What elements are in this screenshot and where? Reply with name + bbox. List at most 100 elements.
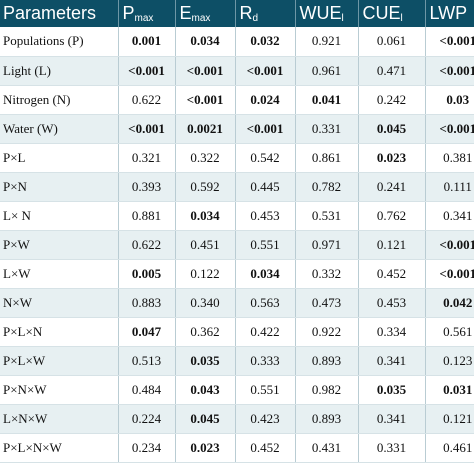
p-value-cell: 0.032 xyxy=(234,27,295,57)
p-value-cell: 0.881 xyxy=(117,201,175,231)
table-row: Nitrogen (N) 0.622 <0.001 0.024 0.041 0.242 0.… xyxy=(0,85,474,115)
column-header: Parameters xyxy=(0,0,118,27)
table-row: Light (L) <0.001 <0.001 <0.001 0.961 0.471 <0.… xyxy=(0,56,474,86)
row-label: L×W xyxy=(0,259,118,289)
p-value-cell: 0.035 xyxy=(357,375,425,405)
p-value-cell: 0.513 xyxy=(117,346,175,376)
p-value-cell: 0.341 xyxy=(424,201,474,231)
row-label: Light (L) xyxy=(0,56,118,86)
p-value-cell: 0.121 xyxy=(357,230,425,260)
p-value-cell: 0.861 xyxy=(294,143,358,173)
table-row: L×N×W 0.224 0.045 0.423 0.893 0.341 0.121 xyxy=(0,404,474,434)
p-value-cell: 0.031 xyxy=(424,375,474,405)
p-value-cell: 0.123 xyxy=(424,346,474,376)
row-label: L×N×W xyxy=(0,404,118,434)
p-value-cell: 0.001 xyxy=(117,27,175,57)
p-value-cell: 0.542 xyxy=(234,143,295,173)
p-value-cell: 0.451 xyxy=(174,230,235,260)
p-value-cell: 0.321 xyxy=(117,143,175,173)
row-label: P×L×W xyxy=(0,346,118,376)
p-value-cell: 0.341 xyxy=(357,346,425,376)
table-row: Populations (P) 0.001 0.034 0.032 0.921 0.061… xyxy=(0,27,474,57)
table-row: P×W 0.622 0.451 0.551 0.971 0.121 <0.001 xyxy=(0,230,474,260)
p-value-cell: 0.322 xyxy=(174,143,235,173)
p-value-cell: 0.893 xyxy=(294,404,358,434)
p-value-cell: 0.333 xyxy=(234,346,295,376)
p-value-cell: <0.001 xyxy=(234,114,295,144)
p-value-cell: 0.041 xyxy=(294,85,358,115)
row-label: Water (W) xyxy=(0,114,118,144)
p-value-cell: <0.001 xyxy=(117,114,175,144)
column-header: Emax xyxy=(174,0,235,27)
column-header-subscript: d xyxy=(252,13,259,24)
p-value-cell: 0.453 xyxy=(357,288,425,318)
p-value-cell: 0.332 xyxy=(294,259,358,289)
table-row: P×L×W 0.513 0.035 0.333 0.893 0.341 0.123 xyxy=(0,346,474,376)
p-value-cell: 0.121 xyxy=(424,404,474,434)
p-value-cell: <0.001 xyxy=(117,56,175,86)
column-header: WUEl xyxy=(294,0,358,27)
p-value-cell: 0.622 xyxy=(117,230,175,260)
row-label: P×L×N xyxy=(0,317,118,347)
p-value-cell: 0.452 xyxy=(357,259,425,289)
row-label: Nitrogen (N) xyxy=(0,85,118,115)
column-header-label: WUE xyxy=(299,3,342,23)
row-label: P×L×N×W xyxy=(0,433,118,463)
p-value-cell: 0.461 xyxy=(424,433,474,463)
p-value-cell: 0.445 xyxy=(234,172,295,202)
p-value-cell: 0.042 xyxy=(424,288,474,318)
row-label: Populations (P) xyxy=(0,27,118,57)
p-value-cell: <0.001 xyxy=(424,114,474,144)
table-row: Water (W) <0.001 0.0021 <0.001 0.331 0.045 <0.… xyxy=(0,114,474,144)
p-value-cell: 0.782 xyxy=(294,172,358,202)
p-value-cell: 0.961 xyxy=(294,56,358,86)
p-value-cell: 0.224 xyxy=(117,404,175,434)
p-value-cell: <0.001 xyxy=(424,259,474,289)
p-value-cell: 0.422 xyxy=(234,317,295,347)
p-value-cell: <0.001 xyxy=(424,56,474,86)
table-row: L×W 0.005 0.122 0.034 0.332 0.452 <0.001 xyxy=(0,259,474,289)
table-row: P×L 0.321 0.322 0.542 0.861 0.023 0.381 xyxy=(0,143,474,173)
table-row: P×L×N 0.047 0.362 0.422 0.922 0.334 0.561 xyxy=(0,317,474,347)
column-header-subscript: l xyxy=(400,13,403,24)
p-value-cell: 0.453 xyxy=(234,201,295,231)
row-label: P×L xyxy=(0,143,118,173)
row-label: L× N xyxy=(0,201,118,231)
column-header: LWP xyxy=(424,0,474,27)
table-row: P×L×N×W 0.234 0.023 0.452 0.431 0.331 0.461 xyxy=(0,433,474,463)
p-value-cell: 0.023 xyxy=(357,143,425,173)
anova-results-table: Parameters Pmax Emax Rd WUEl CUEl LWP Populati… xyxy=(0,0,474,463)
p-value-cell: 0.551 xyxy=(234,375,295,405)
p-value-cell: 0.045 xyxy=(357,114,425,144)
p-value-cell: 0.242 xyxy=(357,85,425,115)
p-value-cell: 0.883 xyxy=(117,288,175,318)
column-header-subscript: max xyxy=(134,13,154,24)
table-row: N×W 0.883 0.340 0.563 0.473 0.453 0.042 xyxy=(0,288,474,318)
p-value-cell: 0.023 xyxy=(174,433,235,463)
p-value-cell: 0.047 xyxy=(117,317,175,347)
table-body: Populations (P) 0.001 0.034 0.032 0.921 0.061… xyxy=(0,27,474,463)
column-header-subscript: l xyxy=(341,13,344,24)
table-row: P×N 0.393 0.592 0.445 0.782 0.241 0.111 xyxy=(0,172,474,202)
p-value-cell: 0.035 xyxy=(174,346,235,376)
row-label: P×N xyxy=(0,172,118,202)
p-value-cell: 0.340 xyxy=(174,288,235,318)
column-header: Rd xyxy=(234,0,295,27)
p-value-cell: 0.034 xyxy=(234,259,295,289)
p-value-cell: <0.001 xyxy=(174,85,235,115)
p-value-cell: 0.122 xyxy=(174,259,235,289)
p-value-cell: <0.001 xyxy=(424,27,474,57)
p-value-cell: 0.473 xyxy=(294,288,358,318)
p-value-cell: 0.471 xyxy=(357,56,425,86)
p-value-cell: 0.563 xyxy=(234,288,295,318)
p-value-cell: 0.561 xyxy=(424,317,474,347)
row-label: P×W xyxy=(0,230,118,260)
p-value-cell: <0.001 xyxy=(234,56,295,86)
p-value-cell: 0.531 xyxy=(294,201,358,231)
p-value-cell: 0.034 xyxy=(174,201,235,231)
column-header-label: R xyxy=(239,3,253,23)
p-value-cell: 0.03 xyxy=(424,85,474,115)
p-value-cell: 0.034 xyxy=(174,27,235,57)
p-value-cell: 0.341 xyxy=(357,404,425,434)
